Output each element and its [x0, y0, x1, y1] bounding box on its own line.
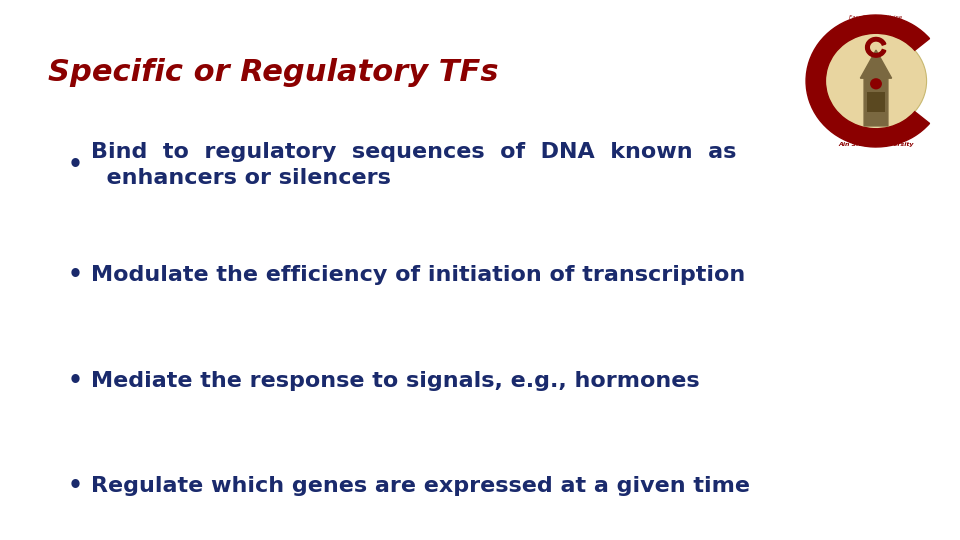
Text: •: • — [67, 474, 83, 498]
Bar — [867, 92, 885, 112]
Text: Ain Shams University: Ain Shams University — [838, 141, 914, 147]
Polygon shape — [860, 50, 892, 126]
Text: •: • — [67, 153, 83, 177]
Text: Regulate which genes are expressed at a given time: Regulate which genes are expressed at a … — [91, 476, 750, 496]
Text: Bind  to  regulatory  sequences  of  DNA  known  as
  enhancers or silencers: Bind to regulatory sequences of DNA know… — [91, 141, 736, 188]
Text: Specific or Regulatory TFs: Specific or Regulatory TFs — [48, 58, 499, 87]
Text: •: • — [67, 369, 83, 393]
Text: Modulate the efficiency of initiation of transcription: Modulate the efficiency of initiation of… — [91, 265, 746, 286]
Text: Mediate the response to signals, e.g., hormones: Mediate the response to signals, e.g., h… — [91, 370, 700, 391]
Wedge shape — [806, 15, 929, 147]
Circle shape — [826, 33, 926, 129]
Circle shape — [870, 78, 882, 90]
Text: •: • — [67, 264, 83, 287]
Text: Faculty of Medicine: Faculty of Medicine — [850, 15, 902, 21]
Wedge shape — [866, 37, 886, 57]
Circle shape — [804, 12, 948, 150]
